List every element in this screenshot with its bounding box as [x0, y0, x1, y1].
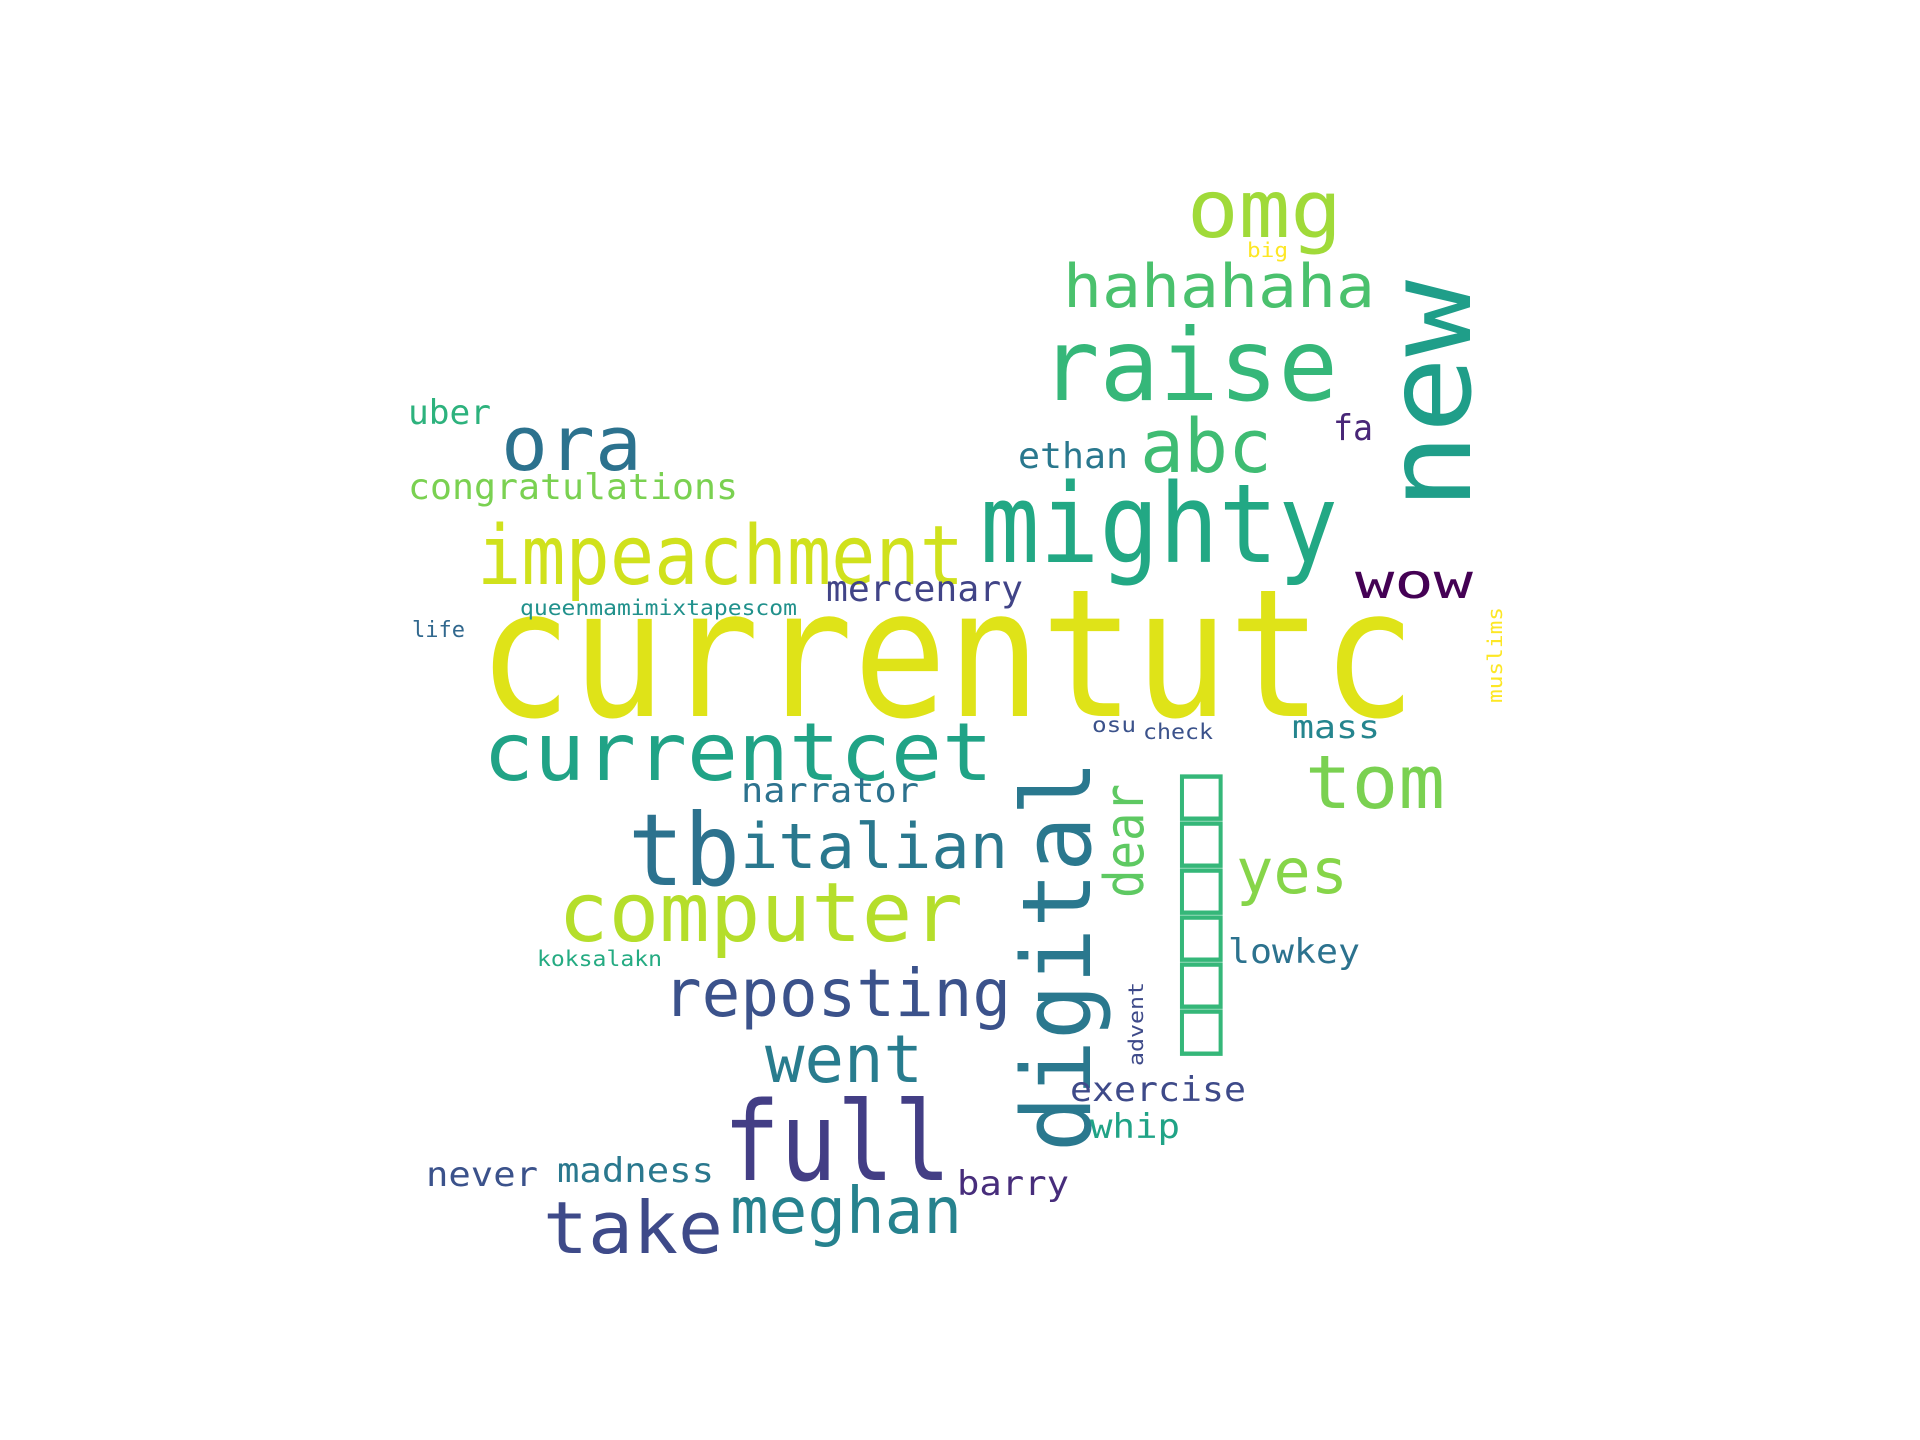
word-went: went [765, 1021, 923, 1098]
word-take: take [543, 1186, 723, 1270]
word-impeachment: impeachment [477, 509, 964, 604]
word-madness: madness [557, 1151, 714, 1191]
word-osu: osu [1092, 713, 1136, 737]
word-lowkey: lowkey [1228, 932, 1360, 972]
word-currentutc: currentutc [478, 551, 1416, 758]
word-uber: uber [408, 393, 491, 433]
word-congratulations: congratulations [408, 467, 738, 508]
word-dear: dear [1093, 784, 1156, 898]
word-new: new [1360, 279, 1498, 510]
word-mighty: mighty [980, 460, 1338, 588]
word-computer: computer [558, 866, 963, 961]
word-raise: raise [1040, 307, 1338, 424]
word-omg: omg [1187, 163, 1342, 256]
word-reposting: reposting [663, 955, 1011, 1032]
word-abc: abc [1140, 404, 1272, 490]
word-advent: advent [1124, 982, 1148, 1066]
word-wow: wow [1355, 554, 1473, 610]
word-muslims: muslims [1483, 607, 1507, 703]
word-mass: mass [1292, 708, 1380, 746]
word-fa: fa [1333, 408, 1373, 449]
word-mercenary: mercenary [826, 569, 1023, 610]
word-full: full [723, 1078, 951, 1206]
word-narrator: narrator [741, 771, 919, 811]
word-big: big [1247, 238, 1288, 262]
word-whip: whip [1090, 1107, 1180, 1147]
word-queenmamimixtapescom: queenmamimixtapescom [520, 596, 797, 620]
word-check: check [1143, 720, 1213, 744]
word-meghan: meghan [730, 1175, 962, 1249]
word-yes: yes [1236, 835, 1348, 908]
word-currentcet: currentcet [483, 706, 993, 799]
word-life: life [412, 618, 465, 643]
word-tom: tom [1305, 740, 1445, 826]
word-koksalakn: koksalakn [537, 947, 662, 971]
word-ora: ora [501, 399, 642, 488]
word-digital: digital [1003, 760, 1113, 1152]
word-squares: □□□□□□ [1153, 774, 1237, 1056]
word-exercise: exercise [1070, 1070, 1246, 1110]
word-ethan: ethan [1018, 436, 1128, 477]
word-italian: italian [740, 810, 1008, 883]
word-never: never [426, 1155, 538, 1195]
word-tb: tb [628, 792, 740, 909]
word-hahahaha: hahahaha [1063, 252, 1375, 322]
word-barry: barry [957, 1164, 1069, 1204]
